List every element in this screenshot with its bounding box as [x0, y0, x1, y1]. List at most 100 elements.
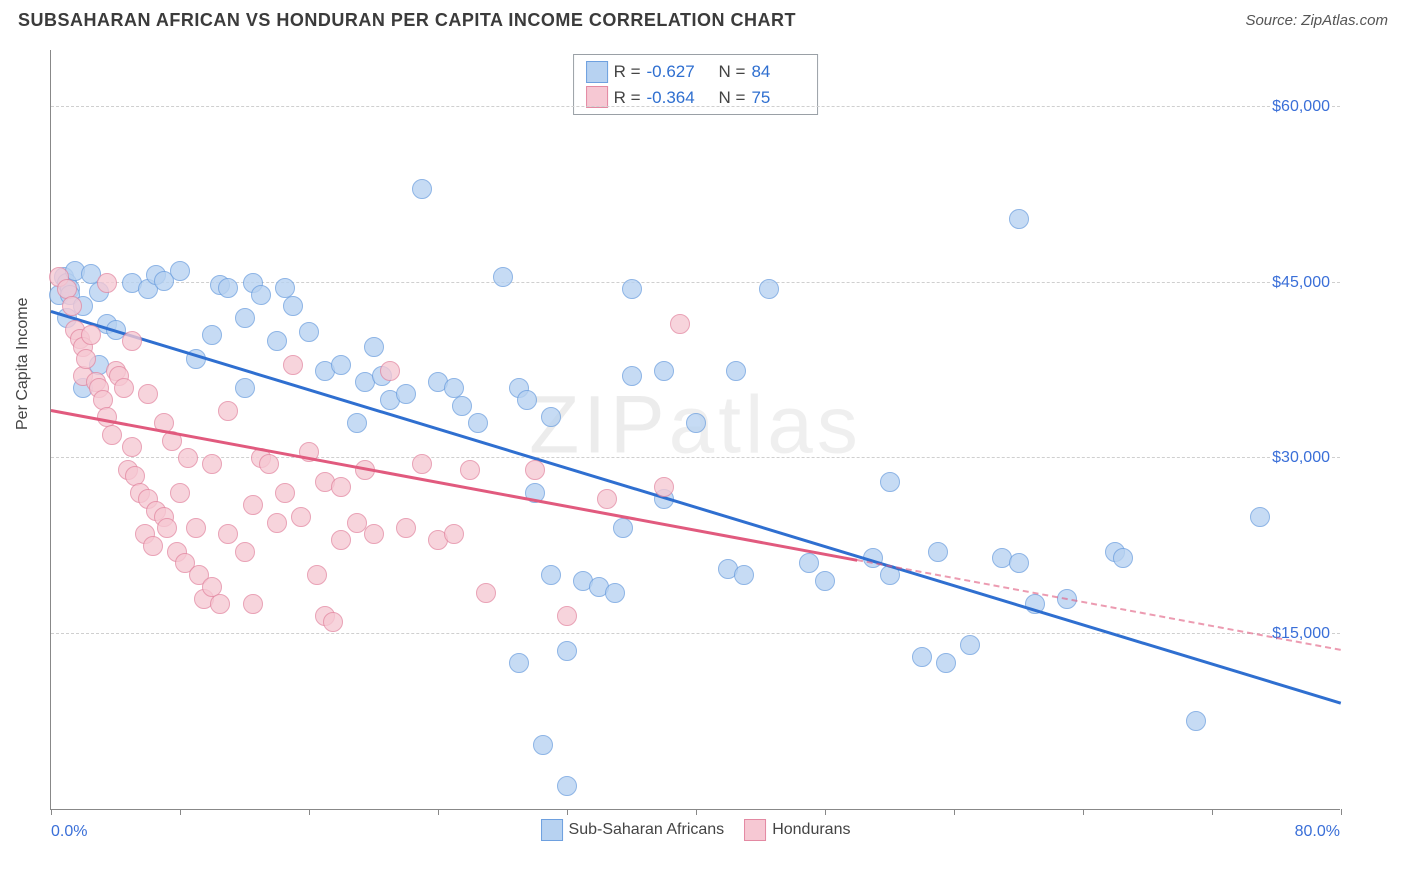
data-point — [517, 390, 537, 410]
data-point — [1009, 553, 1029, 573]
x-max-label: 80.0% — [1295, 823, 1340, 841]
data-point — [1113, 548, 1133, 568]
data-point — [936, 653, 956, 673]
data-point — [444, 524, 464, 544]
data-point — [880, 472, 900, 492]
data-point — [452, 396, 472, 416]
data-point — [557, 641, 577, 661]
series-legend: Sub-Saharan Africans Hondurans — [541, 819, 851, 841]
legend-swatch — [586, 61, 608, 83]
x-tick — [954, 809, 955, 815]
x-tick — [696, 809, 697, 815]
data-point — [283, 296, 303, 316]
scatter-plot: ZIPatlas R =-0.627N =84R =-0.364N =75 Su… — [50, 50, 1340, 810]
data-point — [380, 361, 400, 381]
r-value: -0.627 — [647, 59, 701, 85]
data-point — [622, 279, 642, 299]
data-point — [331, 355, 351, 375]
data-point — [605, 583, 625, 603]
data-point — [170, 261, 190, 281]
data-point — [267, 331, 287, 351]
x-min-label: 0.0% — [51, 823, 87, 841]
data-point — [251, 285, 271, 305]
gridline — [51, 633, 1340, 634]
data-point — [275, 278, 295, 298]
data-point — [493, 267, 513, 287]
data-point — [460, 460, 480, 480]
data-point — [157, 518, 177, 538]
y-axis-label: Per Capita Income — [14, 297, 32, 430]
data-point — [331, 530, 351, 550]
chart-title: SUBSAHARAN AFRICAN VS HONDURAN PER CAPIT… — [18, 10, 796, 31]
data-point — [1250, 507, 1270, 527]
x-tick — [1212, 809, 1213, 815]
data-point — [291, 507, 311, 527]
source-text: Source: ZipAtlas.com — [1245, 12, 1388, 29]
trend-line — [857, 559, 1341, 651]
data-point — [396, 518, 416, 538]
data-point — [799, 553, 819, 573]
data-point — [557, 776, 577, 796]
data-point — [557, 606, 577, 626]
x-tick — [180, 809, 181, 815]
gridline — [51, 457, 1340, 458]
data-point — [202, 325, 222, 345]
data-point — [267, 513, 287, 533]
gridline — [51, 106, 1340, 107]
data-point — [81, 325, 101, 345]
data-point — [331, 477, 351, 497]
data-point — [686, 413, 706, 433]
stats-row: R =-0.627 N =84 — [586, 59, 806, 85]
data-point — [412, 179, 432, 199]
data-point — [396, 384, 416, 404]
data-point — [928, 542, 948, 562]
data-point — [347, 413, 367, 433]
legend-swatch — [541, 819, 563, 841]
data-point — [307, 565, 327, 585]
data-point — [259, 454, 279, 474]
r-label: R = — [614, 59, 641, 85]
x-tick — [438, 809, 439, 815]
data-point — [815, 571, 835, 591]
n-label: N = — [719, 59, 746, 85]
legend-item: Sub-Saharan Africans — [541, 819, 725, 841]
data-point — [613, 518, 633, 538]
data-point — [218, 401, 238, 421]
data-point — [76, 349, 96, 369]
data-point — [412, 454, 432, 474]
data-point — [654, 361, 674, 381]
data-point — [170, 483, 190, 503]
data-point — [323, 612, 343, 632]
data-point — [122, 437, 142, 457]
n-value: 84 — [751, 59, 805, 85]
data-point — [235, 378, 255, 398]
data-point — [275, 483, 295, 503]
data-point — [114, 378, 134, 398]
legend-swatch — [744, 819, 766, 841]
data-point — [178, 448, 198, 468]
data-point — [283, 355, 303, 375]
x-tick — [309, 809, 310, 815]
data-point — [210, 594, 230, 614]
data-point — [243, 594, 263, 614]
data-point — [1186, 711, 1206, 731]
x-tick — [1083, 809, 1084, 815]
data-point — [186, 518, 206, 538]
data-point — [597, 489, 617, 509]
x-tick — [1341, 809, 1342, 815]
x-tick — [567, 809, 568, 815]
data-point — [654, 477, 674, 497]
data-point — [1009, 209, 1029, 229]
data-point — [97, 273, 117, 293]
data-point — [218, 524, 238, 544]
data-point — [235, 308, 255, 328]
data-point — [299, 322, 319, 342]
data-point — [509, 653, 529, 673]
y-tick-label: $15,000 — [1270, 625, 1332, 643]
legend-item: Hondurans — [744, 819, 850, 841]
data-point — [122, 331, 142, 351]
data-point — [62, 296, 82, 316]
data-point — [670, 314, 690, 334]
data-point — [912, 647, 932, 667]
data-point — [364, 524, 384, 544]
